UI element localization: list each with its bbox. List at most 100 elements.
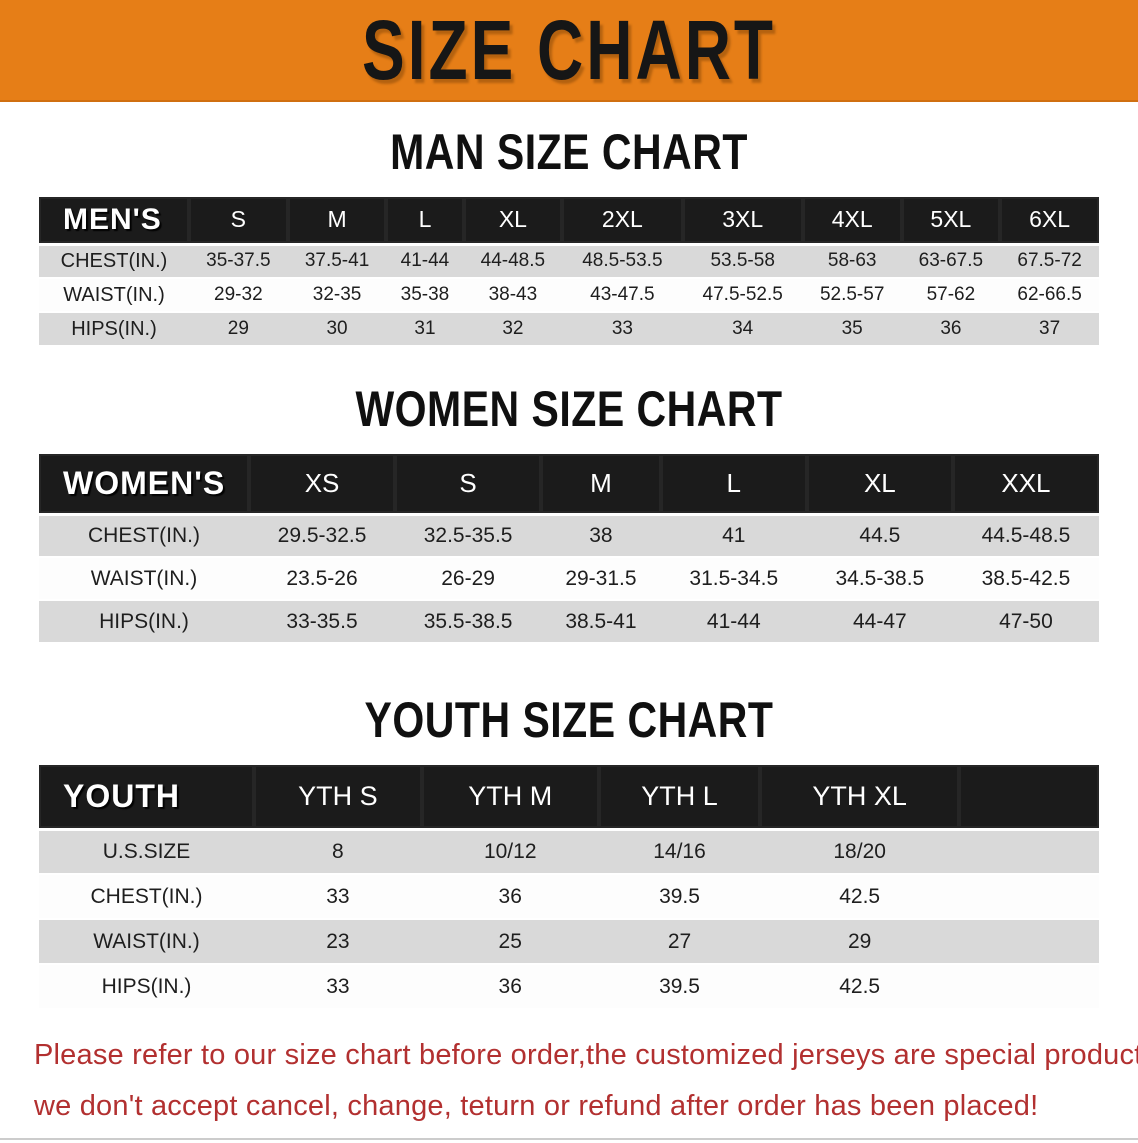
measurement-cell: 44.5-48.5 [981, 523, 1071, 547]
measurement-cell: 47.5-52.5 [702, 284, 783, 305]
measurement-cell: 27 [667, 929, 692, 953]
disclaimer-line-1: Please refer to our size chart before or… [34, 1039, 1138, 1071]
page-title: SIZE CHART [362, 2, 776, 98]
women-size-table: WOMEN'S XS S M L XL XXL CHEST(IN.) 29.5-… [39, 454, 1099, 644]
men-waist-row: WAIST(IN.) 29-32 32-35 35-38 38-43 43-47… [39, 278, 1099, 312]
youth-size-column-header: YTH L [598, 765, 761, 829]
men-size-column-header: S [189, 197, 288, 244]
women-size-column-header: L [660, 454, 807, 514]
measurement-cell: 63-67.5 [918, 250, 984, 272]
youth-chest-row: CHEST(IN.) 33 36 39.5 42.5 [39, 874, 1099, 919]
youth-waist-row: WAIST(IN.) 23 25 27 29 [39, 919, 1099, 964]
measurement-cell: 44.5 [859, 523, 901, 547]
youth-section-heading: YOUTH SIZE CHART [0, 695, 1138, 745]
women-table-corner-label: WOMEN'S [39, 454, 249, 514]
spacer-cell [959, 765, 1099, 829]
measurement-cell: 43-47.5 [590, 284, 655, 305]
measurement-cell: 38.5-42.5 [981, 566, 1071, 590]
row-label: CHEST(IN.) [90, 884, 203, 908]
row-label: HIPS(IN.) [71, 317, 157, 340]
measurement-cell: 30 [326, 318, 348, 339]
measurement-cell: 38 [589, 523, 613, 547]
measurement-cell: 31.5-34.5 [689, 566, 779, 590]
measurement-cell: 67.5-72 [1017, 250, 1082, 272]
men-hips-row: HIPS(IN.) 29 30 31 32 33 34 35 36 37 [39, 312, 1099, 346]
measurement-cell: 29-31.5 [565, 566, 637, 590]
women-size-column-header: S [395, 454, 542, 514]
men-chest-row: CHEST(IN.) 35-37.5 37.5-41 41-44 44-48.5… [39, 244, 1099, 278]
measurement-cell: 33 [326, 974, 350, 998]
men-header-row: MEN'S S M L XL 2XL 3XL 4XL 5XL 6XL [39, 197, 1099, 244]
row-label: HIPS(IN.) [101, 974, 192, 998]
women-hips-row: HIPS(IN.) 33-35.5 35.5-38.5 38.5-41 41-4… [39, 600, 1099, 643]
measurement-cell: 35-38 [400, 284, 450, 305]
measurement-cell: 41 [722, 523, 746, 547]
youth-heading-text: YOUTH SIZE CHART [364, 691, 774, 748]
measurement-cell: 58-63 [827, 250, 877, 272]
measurement-cell: 47-50 [999, 609, 1053, 633]
spacer-cell [959, 964, 1099, 1009]
measurement-cell: 32.5-35.5 [423, 523, 513, 547]
measurement-cell: 29 [227, 318, 249, 339]
measurement-cell: 31 [414, 318, 436, 339]
measurement-cell: 25 [498, 929, 522, 953]
measurement-cell: 14/16 [653, 839, 706, 863]
bottom-divider [0, 1138, 1138, 1143]
measurement-cell: 29 [847, 929, 872, 953]
measurement-cell: 34.5-38.5 [835, 566, 925, 590]
youth-ussize-row: U.S.SIZE 8 10/12 14/16 18/20 [39, 829, 1099, 874]
row-label: WAIST(IN.) [63, 283, 165, 306]
men-size-column-header: 2XL [562, 197, 683, 244]
men-size-column-header: 3XL [682, 197, 803, 244]
measurement-cell: 57-62 [926, 284, 976, 305]
youth-size-table: YOUTH YTH S YTH M YTH L YTH XL U.S.SIZE … [39, 765, 1099, 1010]
measurement-cell: 35.5-38.5 [423, 609, 513, 633]
measurement-cell: 52.5-57 [819, 284, 885, 305]
measurement-cell: 26-29 [441, 566, 495, 590]
women-size-column-header: XL [806, 454, 953, 514]
women-size-column-header: XXL [952, 454, 1099, 514]
youth-header-row: YOUTH YTH S YTH M YTH L YTH XL [39, 765, 1099, 829]
youth-hips-row: HIPS(IN.) 33 36 39.5 42.5 [39, 964, 1099, 1009]
measurement-cell: 41-44 [706, 609, 761, 633]
measurement-cell: 38.5-41 [565, 609, 637, 633]
measurement-cell: 10/12 [483, 839, 537, 863]
measurement-cell: 41-44 [400, 250, 450, 272]
women-section-heading: WOMEN SIZE CHART [0, 384, 1138, 434]
men-size-column-header: 5XL [901, 197, 1001, 244]
measurement-cell: 29.5-32.5 [277, 523, 367, 547]
men-size-column-header: 4XL [802, 197, 902, 244]
youth-table-corner-label: YOUTH [39, 765, 254, 829]
measurement-cell: 23.5-26 [286, 566, 358, 590]
measurement-cell: 37.5-41 [304, 250, 370, 272]
measurement-cell: 33 [326, 884, 350, 908]
measurement-cell: 8 [332, 839, 344, 863]
measurement-cell: 23 [326, 929, 350, 953]
banner: SIZE CHART [0, 0, 1138, 102]
measurement-cell: 32-35 [312, 284, 362, 305]
men-size-table: MEN'S S M L XL 2XL 3XL 4XL 5XL 6XL CHEST… [39, 197, 1099, 347]
men-table-corner-label: MEN'S [39, 197, 189, 244]
measurement-cell: 38-43 [488, 284, 538, 305]
youth-size-column-header: YTH XL [760, 765, 959, 829]
men-size-column-header: XL [463, 197, 563, 244]
measurement-cell: 34 [732, 318, 754, 339]
men-size-column-header: L [386, 197, 464, 244]
women-waist-row: WAIST(IN.) 23.5-26 26-29 29-31.5 31.5-34… [39, 557, 1099, 600]
men-heading-text: MAN SIZE CHART [390, 123, 748, 180]
measurement-cell: 44-47 [852, 609, 907, 633]
youth-size-column-header: YTH S [254, 765, 422, 829]
spacer-cell [959, 919, 1099, 964]
measurement-cell: 42.5 [839, 884, 881, 908]
row-label: CHEST(IN.) [88, 523, 200, 547]
measurement-cell: 37 [1039, 318, 1061, 339]
measurement-cell: 53.5-58 [710, 250, 775, 272]
measurement-cell: 36 [498, 884, 522, 908]
women-chest-row: CHEST(IN.) 29.5-32.5 32.5-35.5 38 41 44.… [39, 514, 1099, 557]
men-size-column-header: M [287, 197, 387, 244]
youth-size-column-header: YTH M [421, 765, 599, 829]
women-heading-text: WOMEN SIZE CHART [355, 380, 783, 437]
women-header-row: WOMEN'S XS S M L XL XXL [39, 454, 1099, 514]
measurement-cell: 44-48.5 [480, 250, 546, 272]
